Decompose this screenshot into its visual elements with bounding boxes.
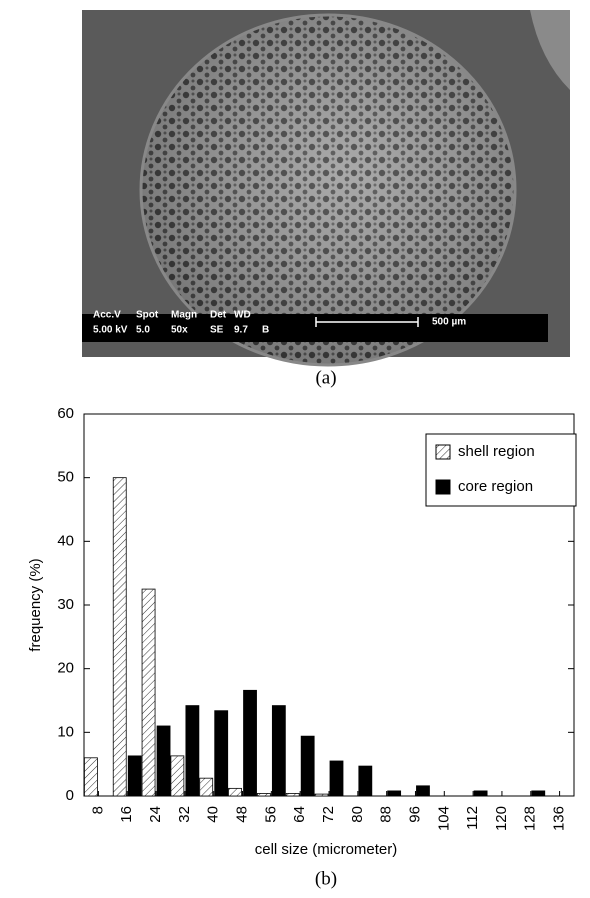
info-label: 5.0: [136, 325, 150, 336]
page: 500 µm (a) cell size (micrometer) freque…: [0, 0, 590, 898]
info-label: Spot: [136, 310, 159, 321]
bar: [84, 758, 97, 796]
bar: [215, 711, 228, 796]
info-label: Acc.V: [93, 310, 121, 321]
y-tick-label: 20: [57, 660, 74, 677]
legend-label: core region: [458, 478, 533, 495]
x-axis-label: cell size (micrometer): [255, 841, 398, 858]
bar: [186, 706, 199, 796]
bar: [286, 793, 299, 796]
scale-label: 500 µm: [432, 317, 466, 328]
x-tick-label: 96: [406, 806, 423, 823]
y-tick-label: 40: [57, 532, 74, 549]
bar: [315, 794, 328, 796]
x-tick-label: 40: [205, 806, 222, 823]
bar: [272, 706, 285, 796]
bar: [474, 791, 487, 796]
caption-b: (b): [315, 868, 337, 889]
legend-swatch: [436, 480, 450, 494]
bar: [416, 786, 429, 796]
info-label: WD: [234, 310, 251, 321]
info-label: 5.00 kV: [93, 325, 128, 336]
caption-a: (a): [315, 367, 336, 388]
info-label: SE: [210, 325, 224, 336]
y-tick-label: 10: [57, 723, 74, 740]
info-label: 9.7: [234, 325, 248, 336]
bar: [301, 736, 314, 796]
y-axis-label: frequency (%): [27, 558, 44, 651]
x-tick-label: 16: [118, 806, 135, 823]
bar: [244, 690, 257, 796]
bar: [200, 778, 213, 796]
bar: [113, 478, 126, 796]
x-tick-label: 104: [435, 806, 452, 831]
bar: [157, 726, 170, 796]
y-tick-label: 50: [57, 469, 74, 486]
bar: [128, 756, 141, 796]
legend-swatch: [436, 445, 450, 459]
y-tick-label: 0: [66, 787, 74, 804]
legend-label: shell region: [458, 443, 535, 460]
bar: [330, 761, 343, 796]
info-label: B: [262, 325, 269, 336]
bar: [229, 788, 242, 796]
x-tick-label: 32: [176, 806, 193, 823]
bar: [257, 793, 270, 796]
x-tick-label: 128: [522, 806, 539, 831]
figure: 500 µm (a) cell size (micrometer) freque…: [0, 0, 590, 893]
x-tick-label: 64: [291, 806, 308, 823]
y-tick-label: 60: [57, 405, 74, 422]
x-tick-label: 88: [378, 806, 395, 823]
info-label: Magn: [171, 310, 197, 321]
x-tick-label: 112: [464, 806, 481, 830]
x-tick-label: 8: [89, 806, 106, 814]
bar: [388, 791, 401, 796]
x-tick-label: 80: [349, 806, 366, 823]
info-label: 50x: [171, 325, 188, 336]
bar: [359, 766, 372, 796]
x-tick-label: 24: [147, 806, 164, 823]
x-tick-label: 48: [233, 806, 250, 823]
x-tick-label: 72: [320, 806, 337, 823]
info-label: Det: [210, 310, 227, 321]
bar: [142, 589, 155, 796]
bar: [171, 756, 184, 796]
x-tick-label: 56: [262, 806, 279, 823]
x-tick-label: 120: [493, 806, 510, 831]
x-tick-label: 136: [551, 806, 568, 831]
y-tick-label: 30: [57, 596, 74, 613]
bar: [532, 791, 545, 796]
